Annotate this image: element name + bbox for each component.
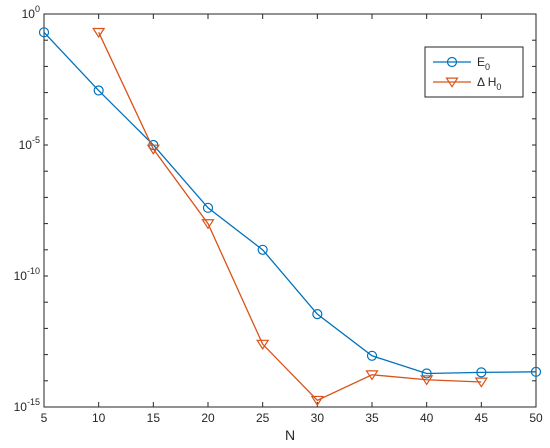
y-tick-label-base: 10 (19, 138, 33, 152)
legend-entry-subscript: 0 (485, 62, 490, 72)
y-tick-label: 10-15 (14, 397, 40, 414)
data-point (92, 27, 106, 39)
x-tick-label: 10 (92, 411, 106, 425)
x-tick-label: 20 (201, 411, 215, 425)
y-tick-label-exponent: -15 (27, 397, 40, 407)
x-axis-label: N (285, 427, 295, 443)
x-tick-label: 45 (475, 411, 489, 425)
legend: E0Δ H0 (424, 46, 524, 98)
x-axis-ticks: 5 10 15 20 25 30 35 40 45 50 (41, 14, 543, 425)
y-tick-label: 100 (22, 4, 40, 21)
data-point (146, 144, 160, 155)
x-tick-label: 50 (529, 411, 543, 425)
series-line (43, 31, 537, 375)
data-point (474, 377, 488, 388)
data-point (201, 219, 215, 230)
legend-box (424, 46, 524, 98)
y-tick-label: 10-10 (14, 266, 40, 283)
y-tick-label-exponent: -10 (27, 266, 40, 276)
y-tick-label: 10-5 (19, 135, 40, 152)
legend-marker (445, 77, 459, 88)
data-point (202, 202, 214, 213)
y-tick-label-base: 10 (22, 7, 36, 21)
data-point (530, 366, 542, 377)
legend-entry: E0 (477, 55, 490, 72)
data-point (93, 85, 104, 96)
legend-entry-name: E (477, 55, 485, 69)
data-point (256, 339, 270, 350)
legend-marker (446, 56, 458, 68)
series-1 (92, 27, 488, 407)
series-layer (38, 27, 542, 407)
x-tick-label: 35 (365, 411, 379, 425)
y-tick-label-base: 10 (14, 269, 28, 283)
data-point (310, 395, 324, 407)
y-tick-label-exponent: 0 (35, 4, 40, 14)
legend-entry-name: Δ H (477, 75, 496, 89)
y-tick-label-base: 10 (14, 400, 28, 414)
x-tick-label: 5 (41, 411, 48, 425)
data-point (420, 375, 434, 386)
data-point (366, 350, 378, 361)
data-point (421, 368, 432, 379)
data-point (365, 370, 379, 381)
data-point (312, 309, 323, 320)
x-tick-label: 30 (311, 411, 325, 425)
y-tick-label-exponent: -5 (32, 135, 40, 145)
data-point (476, 367, 487, 378)
data-point (38, 27, 50, 38)
data-point (257, 244, 268, 255)
x-tick-label: 25 (256, 411, 270, 425)
series-line (98, 32, 482, 402)
legend-entry: Δ H0 (477, 75, 501, 92)
x-tick-label: 40 (420, 411, 434, 425)
legend-entry-subscript: 0 (496, 82, 501, 92)
x-tick-label: 15 (147, 411, 161, 425)
